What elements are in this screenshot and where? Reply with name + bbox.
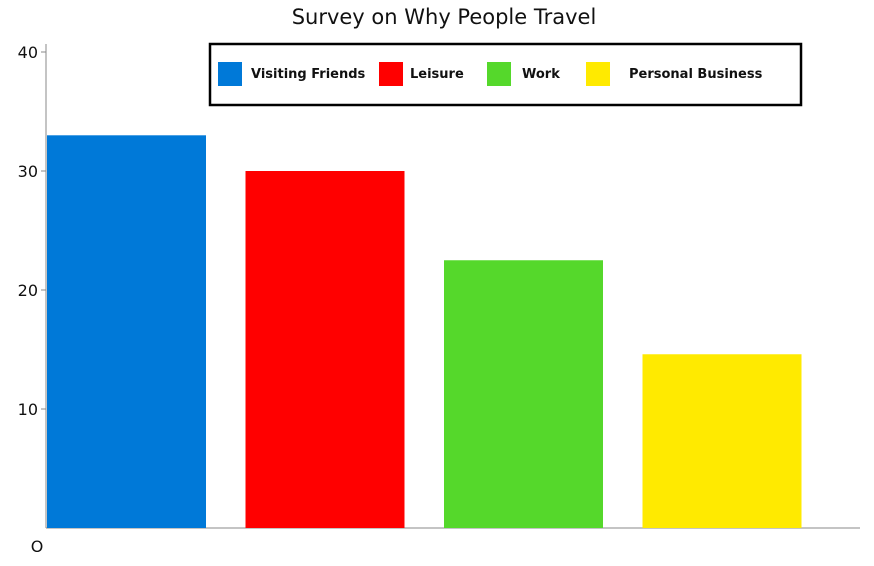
legend-items: Visiting Friends Leisure Work Personal Busi… bbox=[218, 62, 763, 86]
bar-visiting-friends bbox=[47, 135, 206, 529]
y-tick-label: 30 bbox=[18, 162, 38, 181]
chart-title: Survey on Why People Travel bbox=[292, 5, 597, 29]
legend-swatch bbox=[379, 62, 403, 86]
bars bbox=[47, 135, 802, 529]
legend-label: Leisure bbox=[410, 67, 464, 82]
legend: Visiting Friends Leisure Work Personal Busi… bbox=[208, 42, 803, 107]
y-tick-label: 40 bbox=[18, 43, 38, 62]
legend-label: Visiting Friends bbox=[251, 67, 366, 82]
legend-label: Personal Business bbox=[629, 67, 763, 82]
legend-box bbox=[208, 42, 803, 107]
legend-swatch bbox=[218, 62, 242, 86]
y-ticks: O 10 20 30 40 bbox=[18, 43, 46, 556]
legend-swatch bbox=[487, 62, 511, 86]
bar-personal-business bbox=[642, 354, 802, 528]
legend-label: Work bbox=[522, 67, 560, 82]
y-tick-label: O bbox=[31, 537, 44, 556]
bar-work bbox=[444, 260, 603, 528]
y-tick-label: 10 bbox=[18, 400, 38, 419]
bar-leisure bbox=[245, 171, 405, 528]
y-tick-label: 20 bbox=[18, 281, 38, 300]
legend-swatch bbox=[586, 62, 610, 86]
